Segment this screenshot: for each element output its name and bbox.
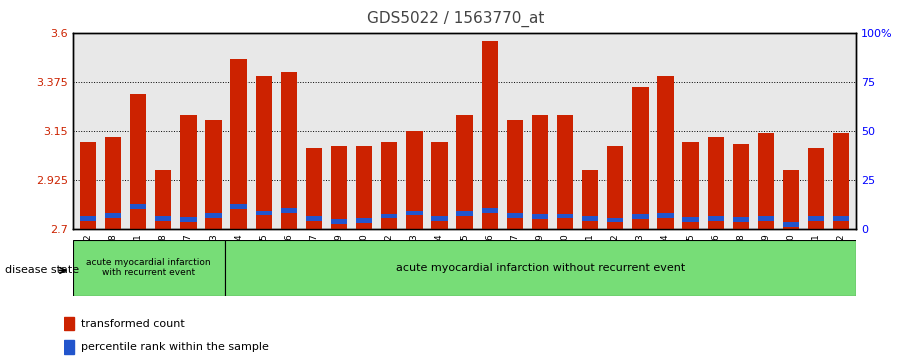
Bar	[532, 115, 548, 229]
Bar	[708, 216, 724, 221]
Text: GDS5022 / 1563770_at: GDS5022 / 1563770_at	[367, 11, 544, 27]
Bar	[658, 76, 673, 229]
Text: transformed count: transformed count	[81, 318, 185, 329]
Bar	[732, 144, 749, 229]
Bar	[607, 146, 623, 229]
Bar	[331, 146, 347, 229]
Bar	[80, 216, 96, 221]
Bar	[64, 340, 74, 354]
Bar	[256, 76, 271, 229]
Bar	[431, 142, 447, 229]
Bar	[105, 137, 121, 229]
Bar	[130, 204, 147, 209]
Bar	[381, 214, 397, 219]
Bar	[64, 317, 74, 330]
Bar	[281, 208, 297, 213]
Bar	[682, 217, 699, 222]
Bar	[73, 240, 224, 296]
Bar	[482, 41, 498, 229]
Bar	[224, 240, 856, 296]
Bar	[557, 115, 573, 229]
Bar	[607, 217, 623, 223]
Bar	[708, 137, 724, 229]
Bar	[205, 213, 221, 217]
Bar	[808, 148, 824, 229]
Bar	[155, 170, 171, 229]
Bar	[532, 214, 548, 219]
Bar	[180, 217, 197, 222]
Text: percentile rank within the sample: percentile rank within the sample	[81, 342, 269, 352]
Bar	[582, 170, 599, 229]
Bar	[130, 94, 147, 229]
Bar	[834, 216, 849, 221]
Text: disease state: disease state	[5, 265, 78, 276]
Bar	[381, 142, 397, 229]
Bar	[230, 59, 247, 229]
Text: acute myocardial infarction
with recurrent event: acute myocardial infarction with recurre…	[87, 258, 211, 277]
Bar	[281, 72, 297, 229]
Bar	[783, 223, 799, 227]
Bar	[783, 170, 799, 229]
Bar	[356, 146, 373, 229]
Bar	[732, 217, 749, 222]
Bar	[306, 216, 322, 221]
Bar	[256, 211, 271, 215]
Bar	[682, 142, 699, 229]
Bar	[557, 214, 573, 219]
Bar	[80, 142, 96, 229]
Bar	[834, 133, 849, 229]
Bar	[431, 216, 447, 221]
Bar	[205, 120, 221, 229]
Bar	[482, 208, 498, 213]
Bar	[180, 115, 197, 229]
Text: acute myocardial infarction without recurrent event: acute myocardial infarction without recu…	[395, 263, 685, 273]
Bar	[406, 211, 423, 215]
Bar	[758, 216, 774, 221]
Bar	[406, 131, 423, 229]
Bar	[331, 219, 347, 224]
Bar	[808, 216, 824, 221]
Bar	[456, 212, 473, 216]
Bar	[306, 148, 322, 229]
Bar	[155, 216, 171, 221]
Bar	[632, 87, 649, 229]
Bar	[582, 216, 599, 221]
Bar	[758, 133, 774, 229]
Bar	[356, 218, 373, 223]
Bar	[507, 213, 523, 217]
Bar	[632, 214, 649, 219]
Bar	[507, 120, 523, 229]
Bar	[230, 204, 247, 209]
Bar	[658, 213, 673, 217]
Bar	[456, 115, 473, 229]
Bar	[105, 213, 121, 217]
